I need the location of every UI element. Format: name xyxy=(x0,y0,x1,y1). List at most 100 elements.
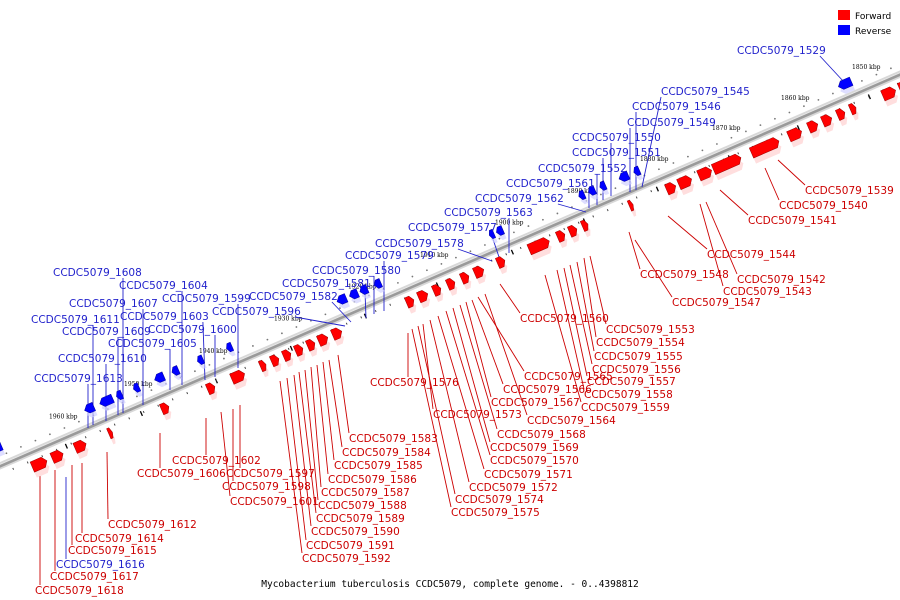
forward-gene-label[interactable]: CCDC5079_1591 xyxy=(306,540,395,552)
reverse-gene-label[interactable]: CCDC5079_1600 xyxy=(148,324,237,336)
reverse-gene-label[interactable]: CCDC5079_1609 xyxy=(62,326,151,338)
forward-gene-label[interactable]: CCDC5079_1560 xyxy=(520,313,609,325)
forward-gene-label[interactable]: CCDC5079_1589 xyxy=(316,513,405,525)
reverse-gene-label[interactable]: CCDC5079_1581 xyxy=(282,278,371,290)
forward-gene-label[interactable]: CCDC5079_1556 xyxy=(592,364,681,376)
forward-gene-label[interactable]: CCDC5079_1557 xyxy=(587,376,676,388)
forward-gene-label[interactable]: CCDC5079_1576 xyxy=(370,377,459,389)
forward-gene-label[interactable]: CCDC5079_1542 xyxy=(737,274,826,286)
forward-gene-label[interactable]: CCDC5079_1554 xyxy=(596,337,685,349)
forward-gene-label[interactable]: CCDC5079_1544 xyxy=(707,249,796,261)
reverse-gene-label[interactable]: CCDC5079_1529 xyxy=(737,45,826,57)
forward-gene-label[interactable]: CCDC5079_1566 xyxy=(503,384,592,396)
forward-gene-label[interactable]: CCDC5079_1539 xyxy=(805,185,894,197)
forward-gene-label-leader xyxy=(298,371,317,514)
reverse-gene-label[interactable]: CCDC5079_1552 xyxy=(538,163,627,175)
forward-gene-arrow xyxy=(820,114,833,128)
reverse-gene-label[interactable]: CCDC5079_1611 xyxy=(31,314,120,326)
reverse-gene-label[interactable]: CCDC5079_1546 xyxy=(632,101,721,113)
forward-gene-label[interactable]: CCDC5079_1584 xyxy=(342,447,431,459)
reverse-gene-label[interactable]: CCDC5079_1603 xyxy=(120,311,209,323)
reverse-gene-label[interactable]: CCDC5079_1578 xyxy=(375,238,464,250)
forward-gene-label[interactable]: CCDC5079_1574 xyxy=(455,494,544,506)
reverse-gene-label[interactable]: CCDC5079_1610 xyxy=(58,353,147,365)
minor-tick-dot xyxy=(208,363,211,366)
forward-gene-label[interactable]: CCDC5079_1547 xyxy=(672,297,761,309)
forward-gene-label[interactable]: CCDC5079_1553 xyxy=(606,324,695,336)
reverse-gene-label[interactable]: CCDC5079_1607 xyxy=(69,298,158,310)
major-tick xyxy=(510,249,514,255)
forward-gene-label[interactable]: CCDC5079_1555 xyxy=(594,351,683,363)
forward-gene-label[interactable]: CCDC5079_1612 xyxy=(108,519,197,531)
forward-gene-label[interactable]: CCDC5079_1592 xyxy=(302,553,391,565)
forward-gene-label[interactable]: CCDC5079_1617 xyxy=(50,571,139,583)
forward-gene-label[interactable]: CCDC5079_1573 xyxy=(433,409,522,421)
forward-gene-label-leader xyxy=(563,267,588,377)
forward-gene-label[interactable]: CCDC5079_1587 xyxy=(321,487,410,499)
forward-gene-label[interactable]: CCDC5079_1564 xyxy=(527,415,616,427)
forward-gene-label[interactable]: CCDC5079_1598 xyxy=(222,481,311,493)
forward-gene-label[interactable]: CCDC5079_1572 xyxy=(469,482,558,494)
reverse-gene-arrow xyxy=(489,228,497,240)
forward-gene-label[interactable]: CCDC5079_1568 xyxy=(497,429,586,441)
forward-gene-arrow xyxy=(330,327,343,341)
minor-tick xyxy=(26,461,29,464)
forward-gene-label-leader xyxy=(556,269,585,390)
forward-gene-label[interactable]: CCDC5079_1543 xyxy=(723,286,812,298)
forward-gene-label[interactable]: CCDC5079_1588 xyxy=(318,500,407,512)
reverse-gene-label[interactable]: CCDC5079_1550 xyxy=(572,132,661,144)
reverse-gene-label[interactable]: CCDC5079_1561 xyxy=(506,178,595,190)
reverse-gene-label[interactable]: CCDC5079_1577 xyxy=(408,222,497,234)
reverse-gene-label[interactable]: CCDC5079_1579 xyxy=(345,250,434,262)
minor-tick xyxy=(70,442,73,445)
forward-gene-label[interactable]: CCDC5079_1590 xyxy=(311,526,400,538)
reverse-gene-label[interactable]: CCDC5079_1605 xyxy=(108,338,197,350)
reverse-gene-label[interactable]: CCDC5079_1563 xyxy=(444,207,533,219)
minor-tick-dot xyxy=(803,105,805,108)
reverse-gene-label[interactable]: CCDC5079_1604 xyxy=(119,280,208,292)
minor-tick xyxy=(244,366,247,369)
forward-gene-label-leader xyxy=(484,293,528,416)
forward-gene-label[interactable]: CCDC5079_1571 xyxy=(484,469,573,481)
forward-gene-label[interactable]: CCDC5079_1548 xyxy=(640,269,729,281)
forward-gene-label[interactable]: CCDC5079_1615 xyxy=(68,545,157,557)
forward-gene-label-leader xyxy=(304,369,319,501)
kbp-tick-label: 1870 kbp xyxy=(712,125,741,132)
forward-gene-label[interactable]: CCDC5079_1540 xyxy=(779,200,868,212)
reverse-gene-label[interactable]: CCDC5079_1551 xyxy=(572,147,661,159)
forward-gene-label[interactable]: CCDC5079_1541 xyxy=(748,215,837,227)
forward-gene-label[interactable]: CCDC5079_1606 xyxy=(137,468,226,480)
reverse-gene-label[interactable]: CCDC5079_1599 xyxy=(162,293,251,305)
forward-gene-label[interactable]: CCDC5079_1618 xyxy=(35,585,124,597)
minor-tick-dot xyxy=(411,275,414,278)
forward-gene-label[interactable]: CCDC5079_1583 xyxy=(349,433,438,445)
forward-gene-label[interactable]: CCDC5079_1597 xyxy=(226,468,315,480)
forward-gene-label[interactable]: CCDC5079_1570 xyxy=(490,455,579,467)
minor-tick xyxy=(287,347,290,351)
reverse-gene-label[interactable]: CCDC5079_1562 xyxy=(475,193,564,205)
forward-gene-label[interactable]: CCDC5079_1569 xyxy=(490,442,579,454)
forward-gene-label[interactable]: CCDC5079_1601 xyxy=(230,496,319,508)
reverse-gene-label[interactable]: CCDC5079_1545 xyxy=(661,86,750,98)
forward-gene-label[interactable]: CCDC5079_1567 xyxy=(491,397,580,409)
major-tick xyxy=(867,94,871,100)
forward-gene-label[interactable]: CCDC5079_1559 xyxy=(581,402,670,414)
reverse-gene-label[interactable]: CCDC5079_1613 xyxy=(34,373,123,385)
kbp-tick-label: 1910 kbp xyxy=(420,252,449,259)
minor-tick-dot xyxy=(658,168,660,171)
reverse-gene-label[interactable]: CCDC5079_1582 xyxy=(249,291,338,303)
forward-gene-label[interactable]: CCDC5079_1585 xyxy=(334,460,423,472)
minor-tick-dot xyxy=(20,446,22,448)
forward-gene-label[interactable]: CCDC5079_1614 xyxy=(75,533,164,545)
reverse-gene-label[interactable]: CCDC5079_1616 xyxy=(56,559,145,571)
reverse-gene-label[interactable]: CCDC5079_1596 xyxy=(212,306,301,318)
forward-gene-label[interactable]: CCDC5079_1586 xyxy=(328,474,417,486)
reverse-gene-label[interactable]: CCDC5079_1580 xyxy=(312,265,401,277)
minor-tick xyxy=(780,133,783,136)
forward-gene-label[interactable]: CCDC5079_1558 xyxy=(584,389,673,401)
forward-gene-label[interactable]: CCDC5079_1575 xyxy=(451,507,540,519)
forward-gene-label[interactable]: CCDC5079_1565 xyxy=(524,371,613,383)
reverse-gene-label[interactable]: CCDC5079_1608 xyxy=(53,267,142,279)
reverse-gene-label[interactable]: CCDC5079_1549 xyxy=(627,117,716,129)
forward-gene-label[interactable]: CCDC5079_1602 xyxy=(172,455,261,467)
